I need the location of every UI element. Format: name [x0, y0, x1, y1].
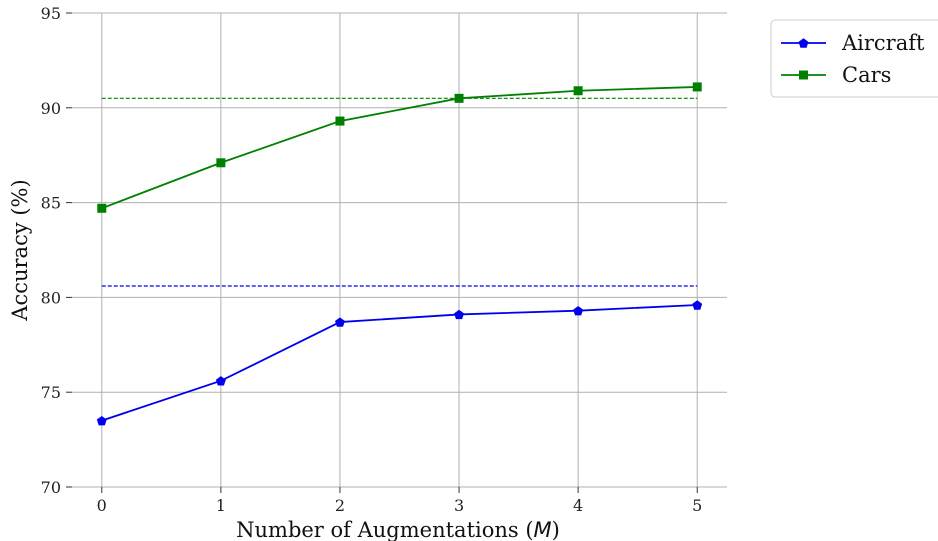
legend-frame	[770, 19, 938, 98]
y-axis-title: Accuracy (%)	[8, 179, 32, 321]
aircraft-line	[101, 304, 698, 422]
legend-label-aircraft: Aircraft	[841, 31, 925, 55]
x-axis-title-symbol: M	[534, 518, 552, 541]
x-tick-label: 5	[692, 496, 702, 515]
legend: Aircraft Cars	[770, 19, 938, 98]
cars-point	[97, 203, 107, 213]
y-tick-label: 70	[41, 478, 61, 497]
x-tick-label: 4	[573, 496, 583, 515]
tick-labels: 0 1 2 3 4 5 70 75 80 85 90 95	[41, 4, 703, 515]
axes	[66, 12, 698, 493]
legend-label-cars: Cars	[842, 63, 891, 87]
cars-point	[692, 82, 702, 92]
aircraft-point	[96, 415, 107, 426]
series-lines	[96, 82, 703, 426]
aircraft-point	[454, 309, 464, 320]
legend-marker-aircraft	[798, 38, 809, 48]
aircraft-point	[573, 305, 584, 316]
baseline-lines	[101, 97, 698, 287]
y-tick-label: 85	[41, 194, 61, 213]
cars-point	[573, 86, 583, 96]
legend-marker-cars	[799, 70, 808, 80]
y-tick-label: 75	[41, 383, 61, 402]
cars-point	[216, 158, 226, 168]
grid-lines	[72, 12, 727, 488]
x-tick-label: 3	[454, 496, 464, 515]
y-tick-label: 95	[41, 4, 61, 23]
cars-point	[454, 93, 464, 103]
y-tick-label: 80	[41, 288, 61, 307]
aircraft-point	[692, 300, 703, 310]
cars-line	[101, 86, 698, 210]
x-tick-label: 0	[97, 496, 107, 515]
x-axis-title: Number of Augmentations (M)	[236, 518, 560, 541]
aircraft-point	[335, 317, 345, 327]
y-tick-label: 90	[41, 99, 61, 118]
x-tick-label: 2	[335, 496, 345, 515]
cars-point	[335, 116, 345, 126]
x-tick-label: 1	[216, 496, 226, 515]
aircraft-point	[215, 376, 226, 386]
